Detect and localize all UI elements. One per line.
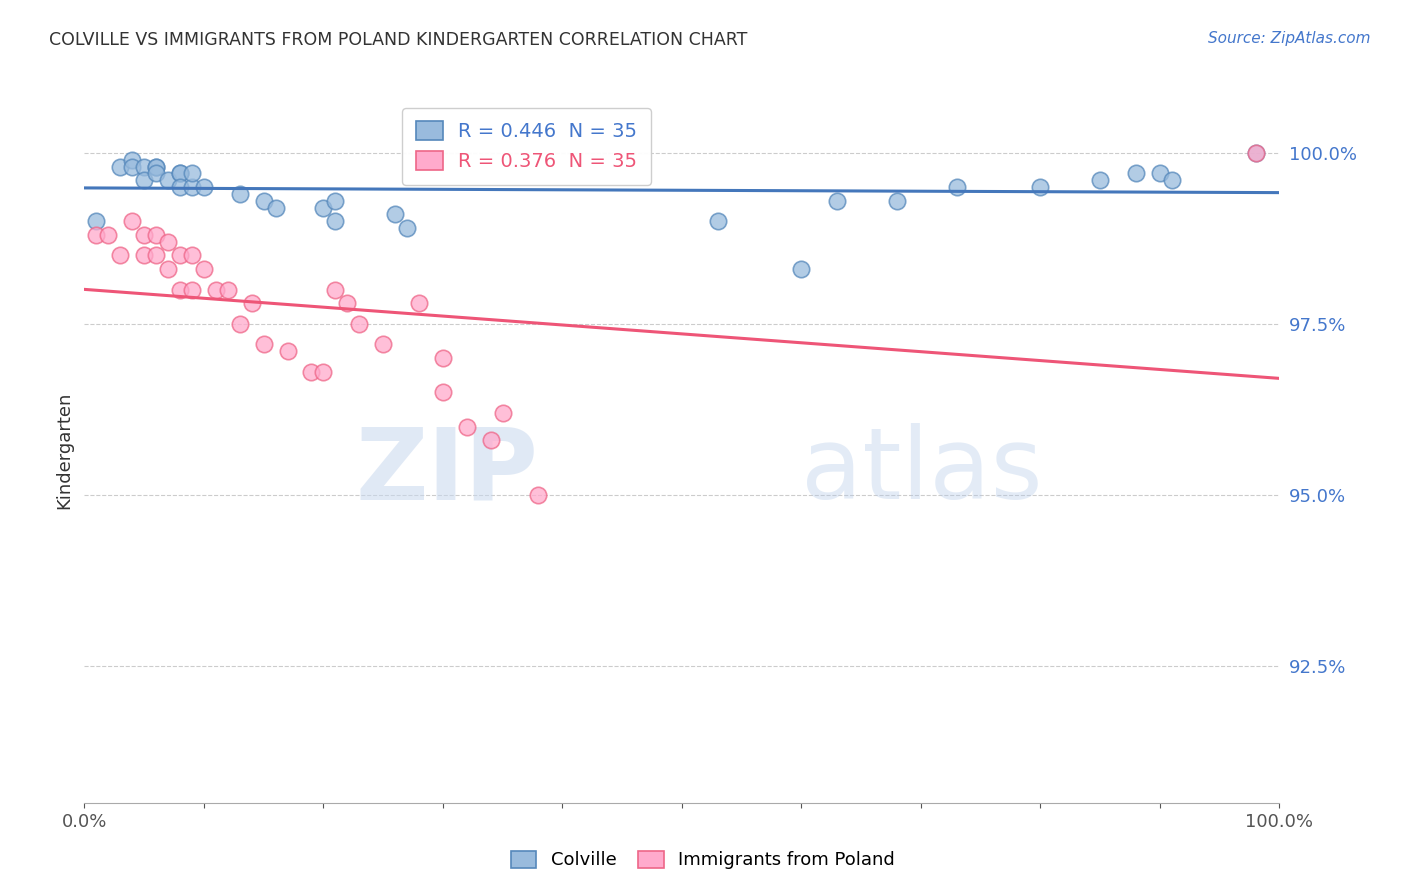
Point [181, 180, 204, 194]
Legend: Colville, Immigrants from Poland: Colville, Immigrants from Poland [502, 842, 904, 879]
Point [325, 194, 347, 208]
Point [157, 173, 180, 187]
Point [527, 488, 550, 502]
Point [145, 166, 167, 180]
Point [86, 227, 108, 242]
Text: COLVILLE VS IMMIGRANTS FROM POLAND KINDERGARTEN CORRELATION CHART: COLVILLE VS IMMIGRANTS FROM POLAND KINDE… [49, 31, 748, 49]
Point [229, 186, 252, 201]
Point [132, 160, 156, 174]
Point [121, 160, 143, 174]
Point [336, 296, 359, 310]
Point [373, 337, 395, 351]
Point [169, 180, 191, 194]
Point [181, 248, 204, 262]
Point [408, 296, 430, 310]
Point [145, 160, 167, 174]
Point [827, 194, 849, 208]
Point [169, 166, 191, 180]
Point [384, 207, 406, 221]
Point [110, 160, 132, 174]
Point [97, 227, 120, 242]
Point [264, 201, 287, 215]
Point [790, 262, 813, 277]
Point [145, 227, 167, 242]
Point [349, 317, 371, 331]
Point [456, 419, 478, 434]
Point [325, 283, 347, 297]
Point [479, 433, 502, 447]
Point [86, 214, 108, 228]
Point [432, 385, 454, 400]
Point [169, 248, 191, 262]
Point [205, 283, 228, 297]
Point [132, 173, 156, 187]
Point [253, 194, 276, 208]
Point [132, 227, 156, 242]
Point [253, 337, 276, 351]
Point [132, 248, 156, 262]
Point [169, 166, 191, 180]
Point [1244, 145, 1267, 160]
Point [229, 317, 252, 331]
Point [110, 248, 132, 262]
Point [946, 180, 969, 194]
Point [121, 153, 143, 167]
Text: ZIP: ZIP [356, 423, 538, 520]
Point [301, 365, 323, 379]
Point [193, 180, 215, 194]
Point [492, 406, 515, 420]
Point [1125, 166, 1147, 180]
Point [157, 262, 180, 277]
Text: Source: ZipAtlas.com: Source: ZipAtlas.com [1208, 31, 1371, 46]
Point [145, 248, 167, 262]
Point [707, 214, 730, 228]
Point [325, 214, 347, 228]
Point [181, 166, 204, 180]
Point [193, 262, 215, 277]
Point [240, 296, 263, 310]
Point [312, 365, 335, 379]
Point [145, 160, 167, 174]
Point [169, 283, 191, 297]
Point [157, 235, 180, 249]
Point [181, 283, 204, 297]
Text: atlas: atlas [801, 423, 1043, 520]
Point [277, 344, 299, 359]
Point [1161, 173, 1184, 187]
Point [1090, 173, 1112, 187]
Y-axis label: Kindergarten: Kindergarten [55, 392, 73, 509]
Point [1149, 166, 1171, 180]
Point [1244, 145, 1267, 160]
Point [432, 351, 454, 365]
Point [1029, 180, 1052, 194]
Point [886, 194, 908, 208]
Point [217, 283, 239, 297]
Point [121, 214, 143, 228]
Point [396, 221, 419, 235]
Point [312, 201, 335, 215]
Legend: R = 0.446  N = 35, R = 0.376  N = 35: R = 0.446 N = 35, R = 0.376 N = 35 [402, 108, 651, 185]
